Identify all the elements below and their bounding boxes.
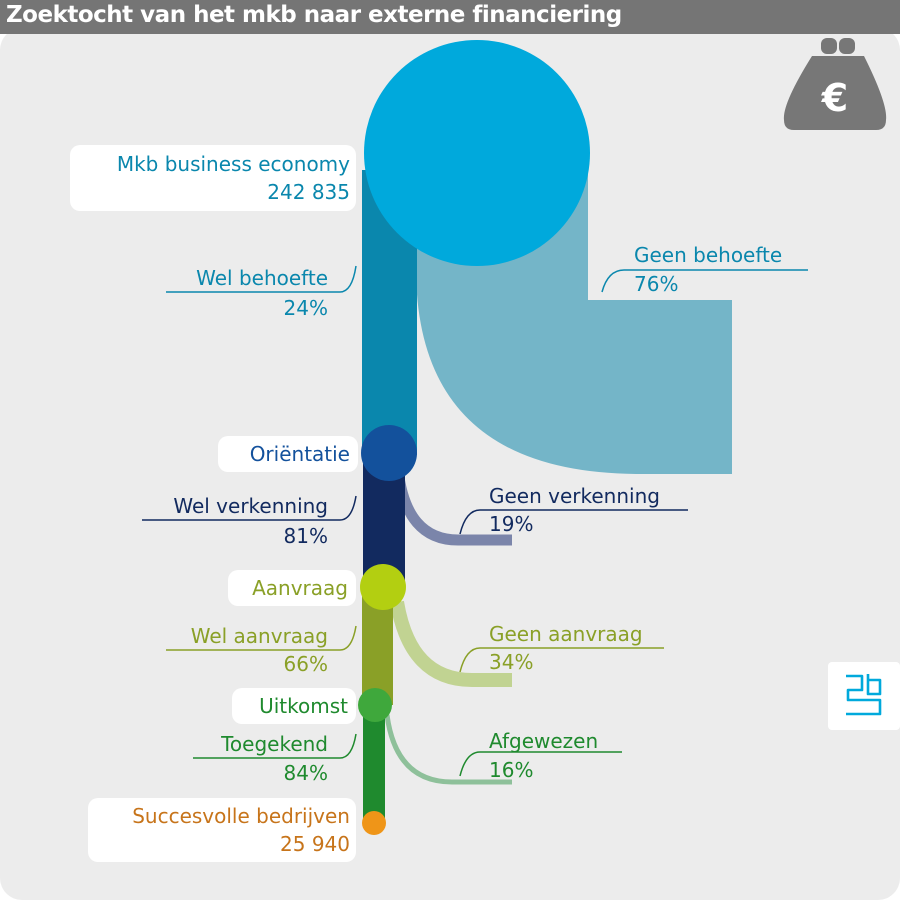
end-node-name: Succesvolle bedrijven [132, 804, 350, 828]
geen-aanvraag-label: Geen aanvraag [489, 622, 643, 646]
wel-behoefte-label: Wel behoefte [196, 266, 328, 290]
geen-aanvraag-percent: 34% [489, 650, 534, 674]
leader-geen-verkenning [459, 509, 688, 535]
end-node-value: 25 940 [280, 832, 350, 856]
node-aanvraag-circle [360, 564, 406, 610]
wel-verkenning-percent: 81% [283, 524, 328, 548]
purse-clasp-right [839, 38, 855, 54]
flow-toegekend [363, 705, 385, 820]
end-label-box [88, 798, 356, 862]
page-title: Zoektocht van het mkb naar externe finan… [6, 2, 622, 28]
afgewezen-percent: 16% [489, 758, 534, 782]
geen-behoefte-percent: 76% [634, 272, 679, 296]
orientatie-node-name: Oriëntatie [249, 442, 350, 466]
euro-symbol: € [821, 76, 849, 120]
toegekend-label: Toegekend [221, 732, 328, 756]
node-uitkomst-circle [358, 688, 392, 722]
wel-verkenning-label: Wel verkenning [173, 494, 328, 518]
leader-geen-aanvraag [459, 647, 664, 673]
cbs-logo-icon [828, 662, 900, 730]
aanvraag-label-box [228, 570, 356, 606]
node-end-circle [362, 811, 386, 835]
purse-clasp-left [821, 38, 837, 54]
logo-mark [846, 674, 882, 716]
leader-afgewezen [459, 751, 622, 777]
title-bar [0, 0, 900, 34]
orientatie-label-box [218, 436, 358, 472]
flow-geen-aanvraag [390, 600, 512, 687]
wel-behoefte-percent: 24% [283, 296, 328, 320]
toegekend-percent: 84% [283, 761, 328, 785]
uitkomst-node-name: Uitkomst [259, 694, 348, 718]
euro-purse-icon [783, 38, 887, 130]
leader-toegekend [193, 733, 357, 759]
leader-wel-behoefte [166, 265, 357, 293]
start-label-box [70, 145, 356, 211]
leader-wel-aanvraag [166, 625, 357, 651]
start-node-name: Mkb business economy [116, 152, 350, 176]
uitkomst-label-box [232, 688, 356, 724]
flow-afgewezen [384, 714, 512, 785]
purse-body [783, 56, 887, 130]
geen-verkenning-label: Geen verkenning [489, 484, 660, 508]
logo-tile [828, 662, 900, 730]
aanvraag-node-name: Aanvraag [252, 576, 348, 600]
start-node-value: 242 835 [267, 180, 350, 204]
background-card [0, 28, 900, 900]
leader-geen-behoefte [601, 269, 808, 293]
leader-wel-verkenning [142, 495, 357, 521]
wel-aanvraag-label: Wel aanvraag [190, 624, 328, 648]
wel-aanvraag-percent: 66% [283, 652, 328, 676]
node-start-circle [364, 40, 590, 266]
afgewezen-label: Afgewezen [489, 729, 599, 753]
geen-verkenning-percent: 19% [489, 512, 534, 536]
node-orientatie-circle [361, 425, 417, 481]
geen-behoefte-label: Geen behoefte [634, 243, 783, 267]
